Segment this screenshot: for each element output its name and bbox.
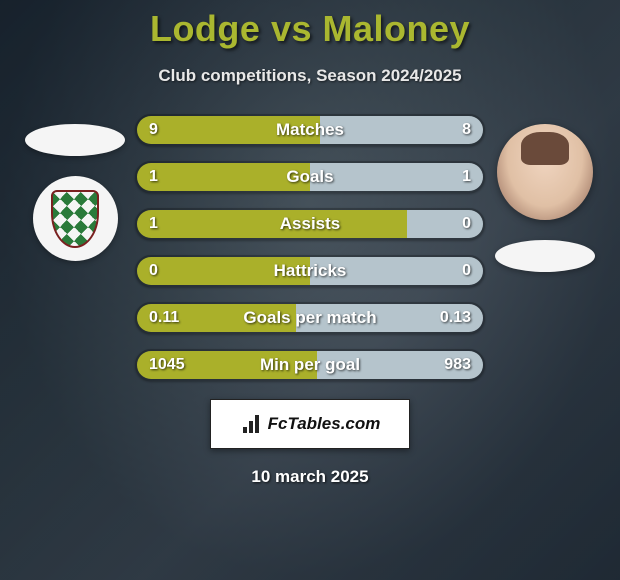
stat-label: Hattricks [274, 261, 347, 281]
stat-left-value: 1045 [149, 356, 185, 374]
left-crest [33, 176, 118, 261]
right-avatar [497, 124, 593, 220]
stat-bar: 1045 983 Min per goal [135, 349, 485, 381]
stat-label: Goals per match [243, 308, 376, 328]
stat-right-value: 0.13 [440, 309, 471, 327]
stat-right-value: 0 [462, 262, 471, 280]
stat-right-value: 1 [462, 168, 471, 186]
stat-label: Min per goal [260, 355, 360, 375]
stat-left-value: 1 [149, 168, 158, 186]
stat-label: Matches [276, 120, 344, 140]
stat-bar-right [310, 163, 483, 191]
stat-bar: 0.11 0.13 Goals per match [135, 302, 485, 334]
stat-right-value: 8 [462, 121, 471, 139]
stat-left-value: 1 [149, 215, 158, 233]
right-player-col [485, 114, 605, 272]
left-flag [25, 124, 125, 156]
stats-bars: 9 8 Matches 1 1 Goals 1 0 Assists 0 0 Hattricks 0.11… [135, 114, 485, 381]
brand-badge[interactable]: FcTables.com [210, 399, 410, 449]
left-player-col [15, 114, 135, 261]
stat-left-value: 0 [149, 262, 158, 280]
stat-bar-right [407, 210, 483, 238]
shield-icon [51, 190, 99, 248]
date-label: 10 march 2025 [251, 467, 368, 487]
stat-bar: 0 0 Hattricks [135, 255, 485, 287]
subtitle: Club competitions, Season 2024/2025 [158, 66, 461, 86]
stat-bar-left [137, 163, 310, 191]
comparison-row: 9 8 Matches 1 1 Goals 1 0 Assists 0 0 Hattricks 0.11… [0, 114, 620, 381]
stat-label: Assists [280, 214, 340, 234]
stat-bar-left [137, 210, 407, 238]
bar-chart-icon [240, 413, 262, 435]
stat-left-value: 0.11 [149, 309, 179, 327]
brand-text: FcTables.com [268, 414, 381, 434]
stat-label: Goals [286, 167, 333, 187]
stat-bar: 9 8 Matches [135, 114, 485, 146]
stat-bar-right [320, 116, 483, 144]
stat-right-value: 0 [462, 215, 471, 233]
stat-left-value: 9 [149, 121, 158, 139]
right-flag [495, 240, 595, 272]
page-title: Lodge vs Maloney [150, 8, 470, 50]
stat-bar: 1 1 Goals [135, 161, 485, 193]
stat-bar: 1 0 Assists [135, 208, 485, 240]
stat-right-value: 983 [444, 356, 471, 374]
